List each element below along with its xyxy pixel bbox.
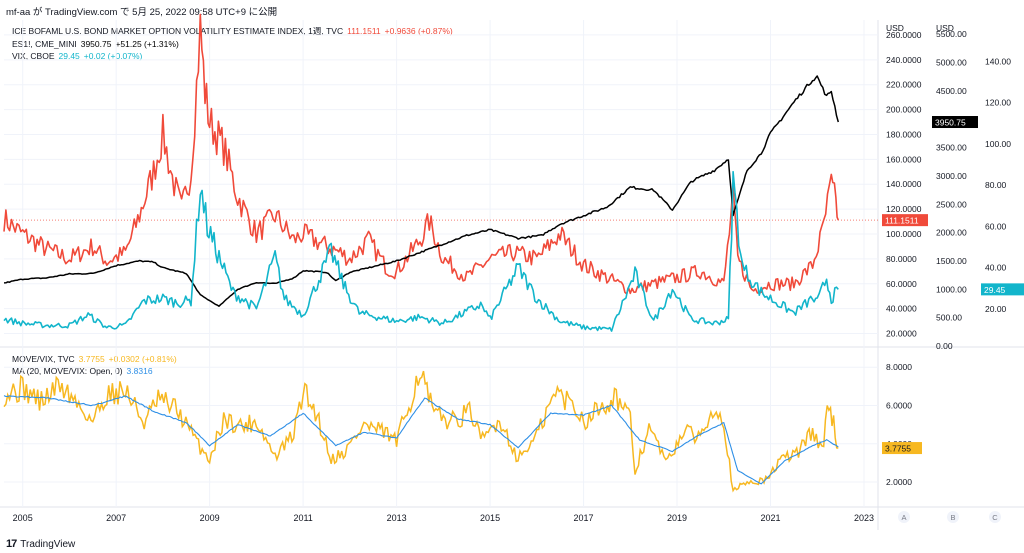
y-tick-label: 2500.00 xyxy=(936,199,967,209)
axis-unit-label: USD xyxy=(936,23,954,33)
y-tick-label: 2000.00 xyxy=(936,228,967,238)
y-tick-label: 5500.00 xyxy=(936,29,967,39)
top-legend-change: +0.02 (+0.07%) xyxy=(83,51,143,61)
last-value-tag xyxy=(932,116,978,129)
x-tick-label: 2017 xyxy=(574,513,594,523)
ratio-line xyxy=(3,370,839,493)
y-tick-label: 40.00 xyxy=(985,263,1007,273)
y-tick-label: 3500.00 xyxy=(936,143,967,153)
last-value-tag xyxy=(981,283,1024,296)
scale-button-label: B xyxy=(950,513,955,522)
y-tick-label-bottom: 8.0000 xyxy=(886,362,912,372)
top-legend-row[interactable]: VIX, CBOE 29.45 +0.02 (+0.07%) xyxy=(12,51,457,61)
y-tick-label: 60.00 xyxy=(985,221,1007,231)
bottom-legend: MOVE/VIX, TVC 3.7755 +0.0302 (+0.81%) MA (2… xyxy=(12,354,181,378)
series-line-a xyxy=(3,13,840,295)
series-line-c xyxy=(3,170,839,332)
tradingview-logo-icon: 17 xyxy=(6,538,17,550)
scale-button-label: A xyxy=(901,513,906,522)
y-tick-label: 1500.00 xyxy=(936,256,967,266)
x-tick-label: 2011 xyxy=(293,513,312,523)
bottom-legend-title: MA (20, MOVE/VIX: Open, 0) xyxy=(12,366,123,376)
bottom-legend-row[interactable]: MA (20, MOVE/VIX: Open, 0) 3.8316 xyxy=(12,366,181,376)
last-value-label: 3950.75 xyxy=(935,118,966,128)
y-tick-label: 240.0000 xyxy=(886,55,922,65)
x-tick-label: 2005 xyxy=(13,513,33,523)
x-tick-label: 2007 xyxy=(106,513,126,523)
footer: 17 TradingView xyxy=(6,538,75,550)
y-tick-label: 500.00 xyxy=(936,313,962,323)
top-legend-change: +0.9636 (+0.87%) xyxy=(384,26,453,36)
scale-button-c[interactable] xyxy=(989,511,1001,523)
top-legend-change: +51.25 (+1.31%) xyxy=(115,39,179,49)
last-value-label: 29.45 xyxy=(984,285,1006,295)
y-tick-label: 260.0000 xyxy=(886,30,922,40)
y-tick-label: 160.0000 xyxy=(886,154,922,164)
bottom-legend-row[interactable]: MOVE/VIX, TVC 3.7755 +0.0302 (+0.81%) xyxy=(12,354,181,364)
y-tick-label-bottom: 6.0000 xyxy=(886,400,912,410)
top-legend-title: ES1!, CME_MINI xyxy=(12,39,77,49)
last-value-tag-bottom xyxy=(882,442,922,455)
y-tick-label: 120.0000 xyxy=(886,204,922,214)
y-tick-label: 20.0000 xyxy=(886,329,917,339)
publish-info: mf-aa が TradingView.com で 5月 25, 2022 09… xyxy=(6,7,278,18)
y-tick-label: 3000.00 xyxy=(936,171,967,181)
top-legend-value: 3950.75 xyxy=(80,39,112,49)
y-tick-label: 140.0000 xyxy=(886,179,922,189)
bottom-legend-value: 3.8316 xyxy=(126,366,153,376)
y-tick-label: 0.00 xyxy=(936,341,953,351)
y-tick-label: 220.0000 xyxy=(886,80,922,90)
x-tick-label: 2023 xyxy=(854,513,874,523)
top-legend-row[interactable]: ICE BOFAML U.S. BOND MARKET OPTION VOLAT… xyxy=(12,25,457,37)
bottom-legend-value: 3.7755 xyxy=(78,354,105,364)
y-tick-label: 20.00 xyxy=(985,304,1007,314)
y-tick-label: 120.00 xyxy=(985,98,1011,108)
top-legend-title: ICE BOFAML U.S. BOND MARKET OPTION VOLAT… xyxy=(12,26,344,36)
last-value-tag xyxy=(882,214,928,227)
top-legend: ICE BOFAML U.S. BOND MARKET OPTION VOLAT… xyxy=(12,25,457,63)
y-tick-label-bottom: 2.0000 xyxy=(886,477,912,487)
scale-button-b[interactable] xyxy=(947,511,959,523)
y-tick-label: 4500.00 xyxy=(936,86,967,96)
y-tick-label: 80.00 xyxy=(985,180,1007,190)
y-tick-label: 140.00 xyxy=(985,56,1011,66)
y-tick-label: 100.00 xyxy=(985,139,1011,149)
top-legend-title: VIX, CBOE xyxy=(12,51,55,61)
y-tick-label: 60.0000 xyxy=(886,279,917,289)
x-tick-label: 2021 xyxy=(760,513,780,523)
y-tick-label: 80.0000 xyxy=(886,254,917,264)
y-tick-label: 40.0000 xyxy=(886,304,917,314)
x-tick-label: 2013 xyxy=(387,513,407,523)
x-tick-label: 2009 xyxy=(200,513,220,523)
scale-button-label: C xyxy=(992,513,998,522)
series-line-b xyxy=(3,75,840,307)
bottom-legend-title: MOVE/VIX, TVC xyxy=(12,354,75,364)
last-value-label-bottom: 3.7755 xyxy=(885,444,911,454)
x-tick-label: 2019 xyxy=(667,513,687,523)
y-tick-label: 1000.00 xyxy=(936,284,967,294)
top-legend-value: 111.1511 xyxy=(347,26,381,36)
ma-line xyxy=(3,395,839,485)
y-tick-label: 100.0000 xyxy=(886,229,922,239)
top-legend-row[interactable]: ES1!, CME_MINI 3950.75 +51.25 (+1.31%) xyxy=(12,39,457,49)
brand-name: TradingView xyxy=(20,538,76,550)
x-tick-label: 2015 xyxy=(480,513,500,523)
y-tick-label: 180.0000 xyxy=(886,129,922,139)
y-tick-label: 5000.00 xyxy=(936,58,967,68)
scale-button-a[interactable] xyxy=(898,511,910,523)
y-tick-label: 200.0000 xyxy=(886,105,922,115)
top-legend-value: 29.45 xyxy=(58,51,80,61)
axis-unit-label: USD xyxy=(886,23,904,33)
last-value-label: 111.1511 xyxy=(885,216,919,226)
bottom-legend-change: +0.0302 (+0.81%) xyxy=(108,354,177,364)
